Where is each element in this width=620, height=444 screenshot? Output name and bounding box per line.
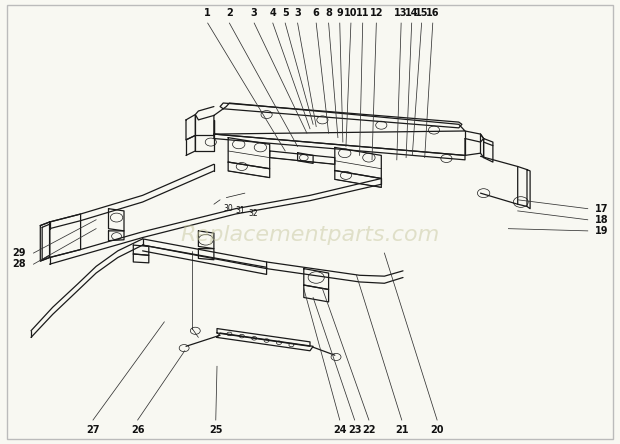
- Text: 11: 11: [356, 8, 370, 18]
- Text: 5: 5: [282, 8, 288, 18]
- Text: 4: 4: [270, 8, 276, 18]
- Text: 12: 12: [370, 8, 383, 18]
- Text: 10: 10: [344, 8, 358, 18]
- Text: 18: 18: [595, 215, 609, 225]
- Text: 14: 14: [405, 8, 418, 18]
- Text: 32: 32: [248, 209, 258, 218]
- Text: Replacementparts.com: Replacementparts.com: [180, 225, 440, 246]
- Text: 15: 15: [415, 8, 428, 18]
- Text: 24: 24: [333, 425, 347, 436]
- Text: 6: 6: [313, 8, 319, 18]
- Text: 27: 27: [86, 425, 100, 436]
- Text: 29: 29: [12, 248, 26, 258]
- Text: 17: 17: [595, 204, 609, 214]
- Text: 13: 13: [394, 8, 408, 18]
- Text: 20: 20: [430, 425, 444, 436]
- Text: 2: 2: [226, 8, 232, 18]
- Text: 31: 31: [236, 206, 246, 215]
- Text: 16: 16: [426, 8, 440, 18]
- Text: 1: 1: [205, 8, 211, 18]
- Text: 30: 30: [223, 204, 233, 213]
- Text: 19: 19: [595, 226, 609, 236]
- Text: 28: 28: [12, 259, 26, 269]
- Text: 23: 23: [348, 425, 361, 436]
- Text: 8: 8: [325, 8, 332, 18]
- Text: 22: 22: [362, 425, 376, 436]
- Text: 21: 21: [395, 425, 409, 436]
- Text: 3: 3: [294, 8, 301, 18]
- Text: 26: 26: [131, 425, 144, 436]
- Text: 25: 25: [209, 425, 223, 436]
- Text: 9: 9: [337, 8, 343, 18]
- Text: 3: 3: [251, 8, 257, 18]
